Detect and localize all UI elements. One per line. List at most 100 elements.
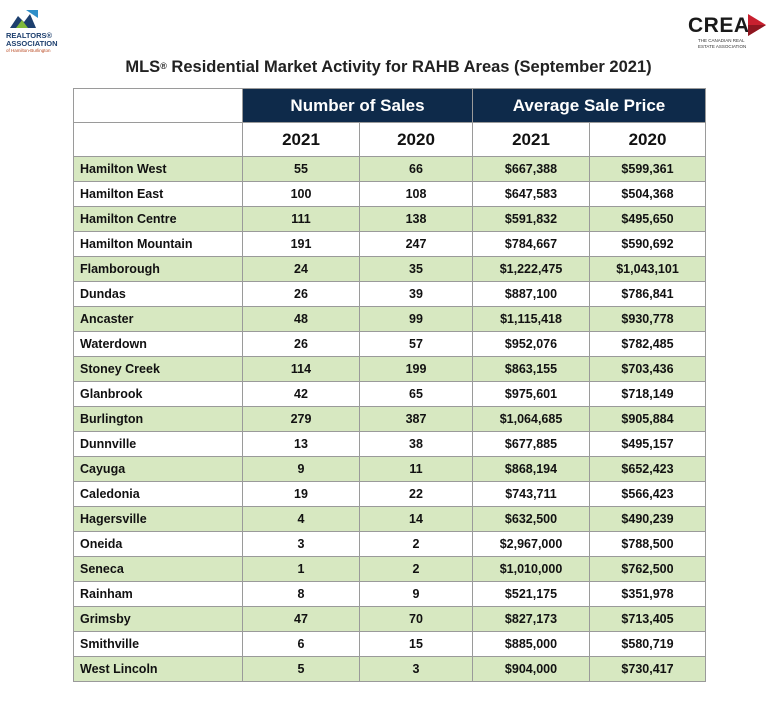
price-2020-cell: $703,436 <box>589 356 706 382</box>
sales-2020-cell: 387 <box>359 406 473 432</box>
table-row: Oneida 3 2 $2,967,000 $788,500 <box>73 531 706 557</box>
price-2021-cell: $667,388 <box>472 156 590 182</box>
price-2020-cell: $652,423 <box>589 456 706 482</box>
sales-2021-cell: 5 <box>242 656 360 682</box>
table-row: Burlington 279 387 $1,064,685 $905,884 <box>73 406 706 432</box>
price-2020-cell: $786,841 <box>589 281 706 307</box>
price-2020-cell: $782,485 <box>589 331 706 357</box>
area-cell: Caledonia <box>73 481 243 507</box>
price-2020-cell: $504,368 <box>589 181 706 207</box>
table-row: Seneca 1 2 $1,010,000 $762,500 <box>73 556 706 582</box>
price-2020-cell: $566,423 <box>589 481 706 507</box>
table-row: West Lincoln 5 3 $904,000 $730,417 <box>73 656 706 682</box>
sales-2020-cell: 35 <box>359 256 473 282</box>
area-cell: Hagersville <box>73 506 243 532</box>
table-row: Dunnville 13 38 $677,885 $495,157 <box>73 431 706 457</box>
sales-2021-cell: 6 <box>242 631 360 657</box>
group-header-row: Number of Sales Average Sale Price <box>73 88 706 123</box>
price-2020-cell: $495,157 <box>589 431 706 457</box>
price-2021-cell: $647,583 <box>472 181 590 207</box>
price-2021-cell: $521,175 <box>472 581 590 607</box>
area-cell: Rainham <box>73 581 243 607</box>
area-cell: Oneida <box>73 531 243 557</box>
sales-2021-cell: 1 <box>242 556 360 582</box>
sales-2021-cell: 3 <box>242 531 360 557</box>
sales-2020-cell: 14 <box>359 506 473 532</box>
area-cell: Hamilton West <box>73 156 243 182</box>
price-2020-cell: $930,778 <box>589 306 706 332</box>
year-header-row: 2021 2020 2021 2020 <box>73 122 706 157</box>
area-cell: Flamborough <box>73 256 243 282</box>
crea-logo: CREA THE CANADIAN REAL ESTATE ASSOCIATIO… <box>686 8 774 54</box>
table-row: Rainham 8 9 $521,175 $351,978 <box>73 581 706 607</box>
table-row: Hamilton East 100 108 $647,583 $504,368 <box>73 181 706 207</box>
price-2021-cell: $784,667 <box>472 231 590 257</box>
price-2020-cell: $490,239 <box>589 506 706 532</box>
sales-2020-cell: 247 <box>359 231 473 257</box>
sales-2021-cell: 111 <box>242 206 360 232</box>
sales-2021-cell: 4 <box>242 506 360 532</box>
area-cell: Grimsby <box>73 606 243 632</box>
area-cell: West Lincoln <box>73 656 243 682</box>
sales-2020-cell: 199 <box>359 356 473 382</box>
table-row: Hamilton West 55 66 $667,388 $599,361 <box>73 156 706 182</box>
area-cell: Seneca <box>73 556 243 582</box>
price-2020-cell: $1,043,101 <box>589 256 706 282</box>
price-2020-cell: $788,500 <box>589 531 706 557</box>
crea-arrow-icon <box>748 14 766 36</box>
area-cell: Hamilton Mountain <box>73 231 243 257</box>
sales-2021-cell: 24 <box>242 256 360 282</box>
sales-2021-cell: 13 <box>242 431 360 457</box>
area-cell: Cayuga <box>73 456 243 482</box>
price-2020-cell: $351,978 <box>589 581 706 607</box>
page-title: MLS® Residential Market Activity for RAH… <box>0 58 777 77</box>
sales-2021-cell: 48 <box>242 306 360 332</box>
area-cell: Ancaster <box>73 306 243 332</box>
price-2021-cell: $863,155 <box>472 356 590 382</box>
area-cell: Hamilton East <box>73 181 243 207</box>
sales-2021-cell: 26 <box>242 331 360 357</box>
crea-subtitle: THE CANADIAN REAL ESTATE ASSOCIATION <box>698 38 754 49</box>
header-blank-cell <box>73 88 243 123</box>
area-cell: Smithville <box>73 631 243 657</box>
realtors-association-logo-icon <box>8 10 38 28</box>
price-2021-cell: $1,115,418 <box>472 306 590 332</box>
table-row: Cayuga 9 11 $868,194 $652,423 <box>73 456 706 482</box>
area-cell: Burlington <box>73 406 243 432</box>
year-header-price-2020: 2020 <box>589 122 706 157</box>
price-2020-cell: $905,884 <box>589 406 706 432</box>
sales-2020-cell: 66 <box>359 156 473 182</box>
sales-2020-cell: 39 <box>359 281 473 307</box>
table-row: Hamilton Centre 111 138 $591,832 $495,650 <box>73 206 706 232</box>
price-2021-cell: $743,711 <box>472 481 590 507</box>
title-reg-mark: ® <box>160 61 167 71</box>
area-cell: Hamilton Centre <box>73 206 243 232</box>
price-2020-cell: $495,650 <box>589 206 706 232</box>
table-row: Grimsby 47 70 $827,173 $713,405 <box>73 606 706 632</box>
sales-2020-cell: 70 <box>359 606 473 632</box>
sales-2021-cell: 8 <box>242 581 360 607</box>
sales-2020-cell: 22 <box>359 481 473 507</box>
sales-2021-cell: 114 <box>242 356 360 382</box>
sales-2020-cell: 2 <box>359 556 473 582</box>
sales-2020-cell: 2 <box>359 531 473 557</box>
sales-2020-cell: 138 <box>359 206 473 232</box>
market-activity-table: Number of Sales Average Sale Price 2021 … <box>73 88 706 682</box>
rahb-logo-text: REALTORS® ASSOCIATION of Hamilton-Burlin… <box>6 32 66 54</box>
sales-group-header: Number of Sales <box>242 88 473 123</box>
price-2021-cell: $1,064,685 <box>472 406 590 432</box>
crea-sub-line1: THE CANADIAN REAL <box>698 38 745 43</box>
price-2021-cell: $677,885 <box>472 431 590 457</box>
area-cell: Stoney Creek <box>73 356 243 382</box>
table-row: Dundas 26 39 $887,100 $786,841 <box>73 281 706 307</box>
price-2021-cell: $591,832 <box>472 206 590 232</box>
table-row: Hamilton Mountain 191 247 $784,667 $590,692 <box>73 231 706 257</box>
sales-2021-cell: 47 <box>242 606 360 632</box>
area-cell: Glanbrook <box>73 381 243 407</box>
sales-2021-cell: 191 <box>242 231 360 257</box>
table-row: Flamborough 24 35 $1,222,475 $1,043,101 <box>73 256 706 282</box>
year-header-price-2021: 2021 <box>472 122 590 157</box>
sales-2021-cell: 19 <box>242 481 360 507</box>
area-cell: Dunnville <box>73 431 243 457</box>
sales-2020-cell: 57 <box>359 331 473 357</box>
